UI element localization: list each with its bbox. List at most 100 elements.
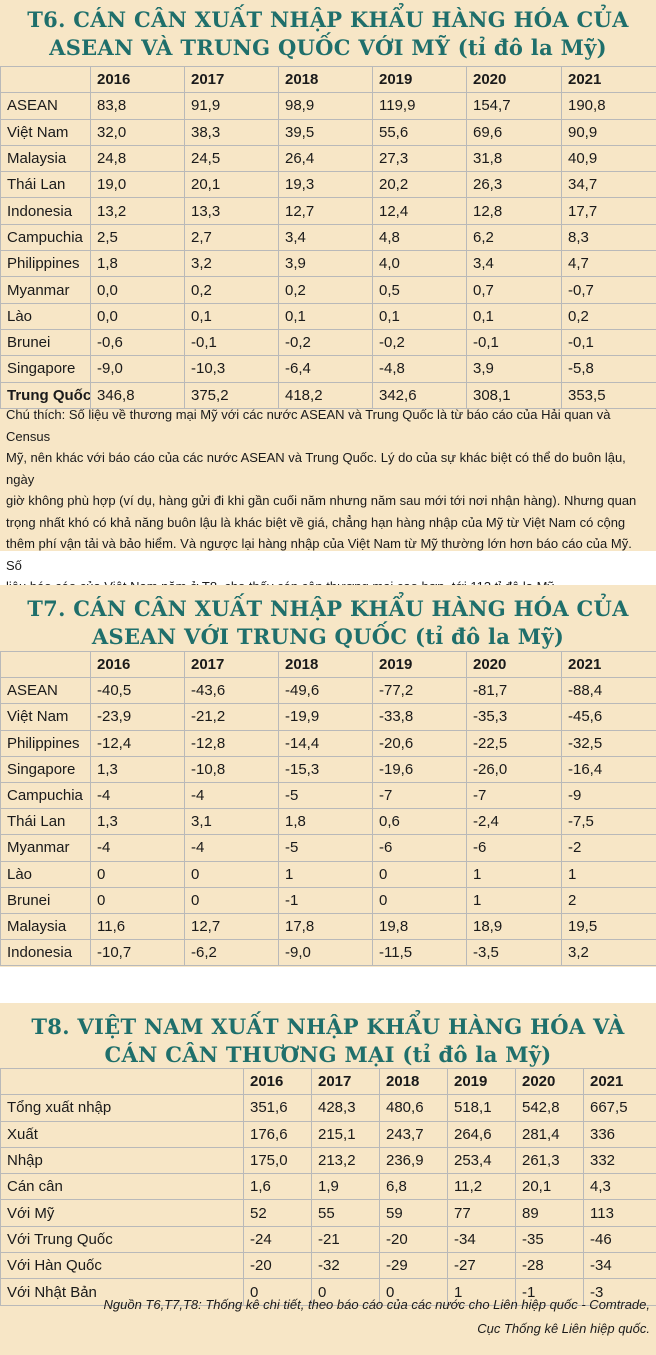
table-cell: 17,7 [561,197,656,225]
table-cell: -32 [311,1252,380,1280]
table-cell: 6,2 [466,223,562,252]
table-cell: -11,5 [372,939,467,967]
table-cell: 3,1 [184,808,279,836]
table-row: Malaysia 24,8 24,5 26,4 27,3 31,8 40,9 [0,144,656,173]
table-cell: 253,4 [447,1146,516,1175]
table-t7-title-line2: ASEAN VỚI TRUNG QUỐC (tỉ đô la Mỹ) [91,624,565,649]
table-cell: 0 [372,886,467,914]
table-cell: 190,8 [561,92,656,120]
table-cell: 0 [243,1278,312,1306]
header-cell-empty [0,65,91,94]
table-cell: -6 [372,834,467,862]
header-cell-empty [0,1067,244,1096]
table-cell: -16,4 [561,755,656,783]
note-line: Mỹ, nên khác với báo cáo của các nước AS… [6,450,626,487]
table-cell: 0 [379,1278,448,1306]
note-line: Chú thích: Số liệu về thương mại Mỹ với … [6,407,611,444]
table-t7: 2016 2017 2018 2019 2020 2021 ASEAN -40,5 -43,6-… [0,650,656,967]
table-cell: -40,5 [90,677,185,705]
table-cell: 0,1 [184,302,279,330]
table-row: Philippines -12,4 -12,8 -14,4 -20,6 -22,5 -32,… [0,729,656,757]
table-cell: -81,7 [466,677,562,705]
table-row: Myanmar -4 -4 -5 -6 -6 -2 [0,834,656,862]
table-row: Cán cân 1,6 1,9 6,8 11,2 20,1 4,3 [0,1173,656,1201]
table-cell: -2,4 [466,808,562,836]
table-cell: -15,3 [278,755,373,783]
header-row: 2016 2017 2018 2019 2020 2021 [0,65,656,94]
row-label: Với Nhật Bản [0,1278,244,1306]
row-label: Philippines [0,729,91,757]
table-row: Indonesia -10,7 -6,2 -9,0 -11,5 -3,5 3,2 [0,939,656,967]
table-t7-block: T7. CÁN CÂN XUẤT NHẬP KHẨU HÀNG HÓA CỦA … [0,585,656,967]
row-label: Campuchia [0,781,91,810]
source-line: Nguồn T6,T7,T8: Thống kê chi tiết, theo … [103,1297,650,1312]
row-label: Thái Lan [0,171,91,199]
table-cell: 3,9 [466,355,562,383]
row-label: Campuchia [0,223,91,252]
table-cell: 13,2 [90,197,185,225]
table-cell: -4 [184,834,279,862]
table-cell: 8,3 [561,223,656,252]
table-cell: 0 [184,860,279,888]
source-note: Nguồn T6,T7,T8: Thống kê chi tiết, theo … [103,1293,650,1341]
table-cell: 336 [583,1120,656,1148]
table-cell: 3,2 [184,250,279,278]
table-cell: -26,0 [466,755,562,783]
table-cell: -5 [278,834,373,862]
table-cell: 667,5 [583,1094,656,1122]
table-cell: 0 [90,886,185,914]
table-cell: 40,9 [561,144,656,173]
table-cell: -4 [90,834,185,862]
table-cell: 26,4 [278,144,373,173]
table-row: Singapore -9,0 -10,3 -6,4 -4,8 3,9 -5,8 [0,355,656,383]
note-line: trọng nhất khó có khả năng buôn lậu là k… [6,514,626,530]
row-label: Singapore [0,355,91,383]
year-header: 2018 [278,650,373,679]
table-cell: 90,9 [561,118,656,146]
table-cell: 113 [583,1199,656,1227]
table-cell: -88,4 [561,677,656,705]
row-label: Malaysia [0,912,91,941]
table-cell: -12,4 [90,729,185,757]
row-label: Myanmar [0,276,91,304]
table-row: Brunei 0 0 -1 0 1 2 [0,886,656,914]
table-cell: 3,4 [278,223,373,252]
table-cell: 12,4 [372,197,467,225]
table-cell: 77 [447,1199,516,1227]
table-cell: -0,2 [278,328,373,357]
table-t8: 2016 2017 2018 2019 2020 2021 Tổng xuất nhập 35… [0,1067,656,1306]
row-label: Myanmar [0,834,91,862]
table-cell: -12,8 [184,729,279,757]
table-row: Thái Lan 1,3 3,1 1,8 0,6 -2,4 -7,5 [0,808,656,836]
row-label: Singapore [0,755,91,783]
table-cell: 1,3 [90,755,185,783]
table-cell: 2,5 [90,223,185,252]
table-cell: 55,6 [372,118,467,146]
table-cell: 12,7 [184,912,279,941]
table-cell: -22,5 [466,729,562,757]
row-label: Việt Nam [0,703,91,731]
table-row: Việt Nam -23,9 -21,2 -19,9 -33,8 -35,3 -45,6 [0,703,656,731]
table-cell: -0,1 [184,328,279,357]
table-cell: 0,1 [466,302,562,330]
table-cell: 19,8 [372,912,467,941]
table-cell: 2,7 [184,223,279,252]
table-cell: -0,7 [561,276,656,304]
table-cell: -49,6 [278,677,373,705]
source-line: Cục Thống kê Liên hiệp quốc. [477,1321,650,1336]
year-header: 2016 [90,65,185,94]
table-cell: -7 [466,781,562,810]
table-cell: 542,8 [515,1094,584,1122]
table-cell: -4,8 [372,355,467,383]
table-cell: -20 [243,1252,312,1280]
year-header: 2017 [311,1067,380,1096]
table-cell: -27 [447,1252,516,1280]
table-cell: 518,1 [447,1094,516,1122]
row-label: Trung Quốc [0,381,91,409]
year-header: 2020 [466,650,562,679]
table-cell: 24,5 [184,144,279,173]
table-cell: -0,1 [466,328,562,357]
table-cell: 0 [311,1278,380,1306]
table-cell: -1 [278,886,373,914]
table-cell: 4,8 [372,223,467,252]
